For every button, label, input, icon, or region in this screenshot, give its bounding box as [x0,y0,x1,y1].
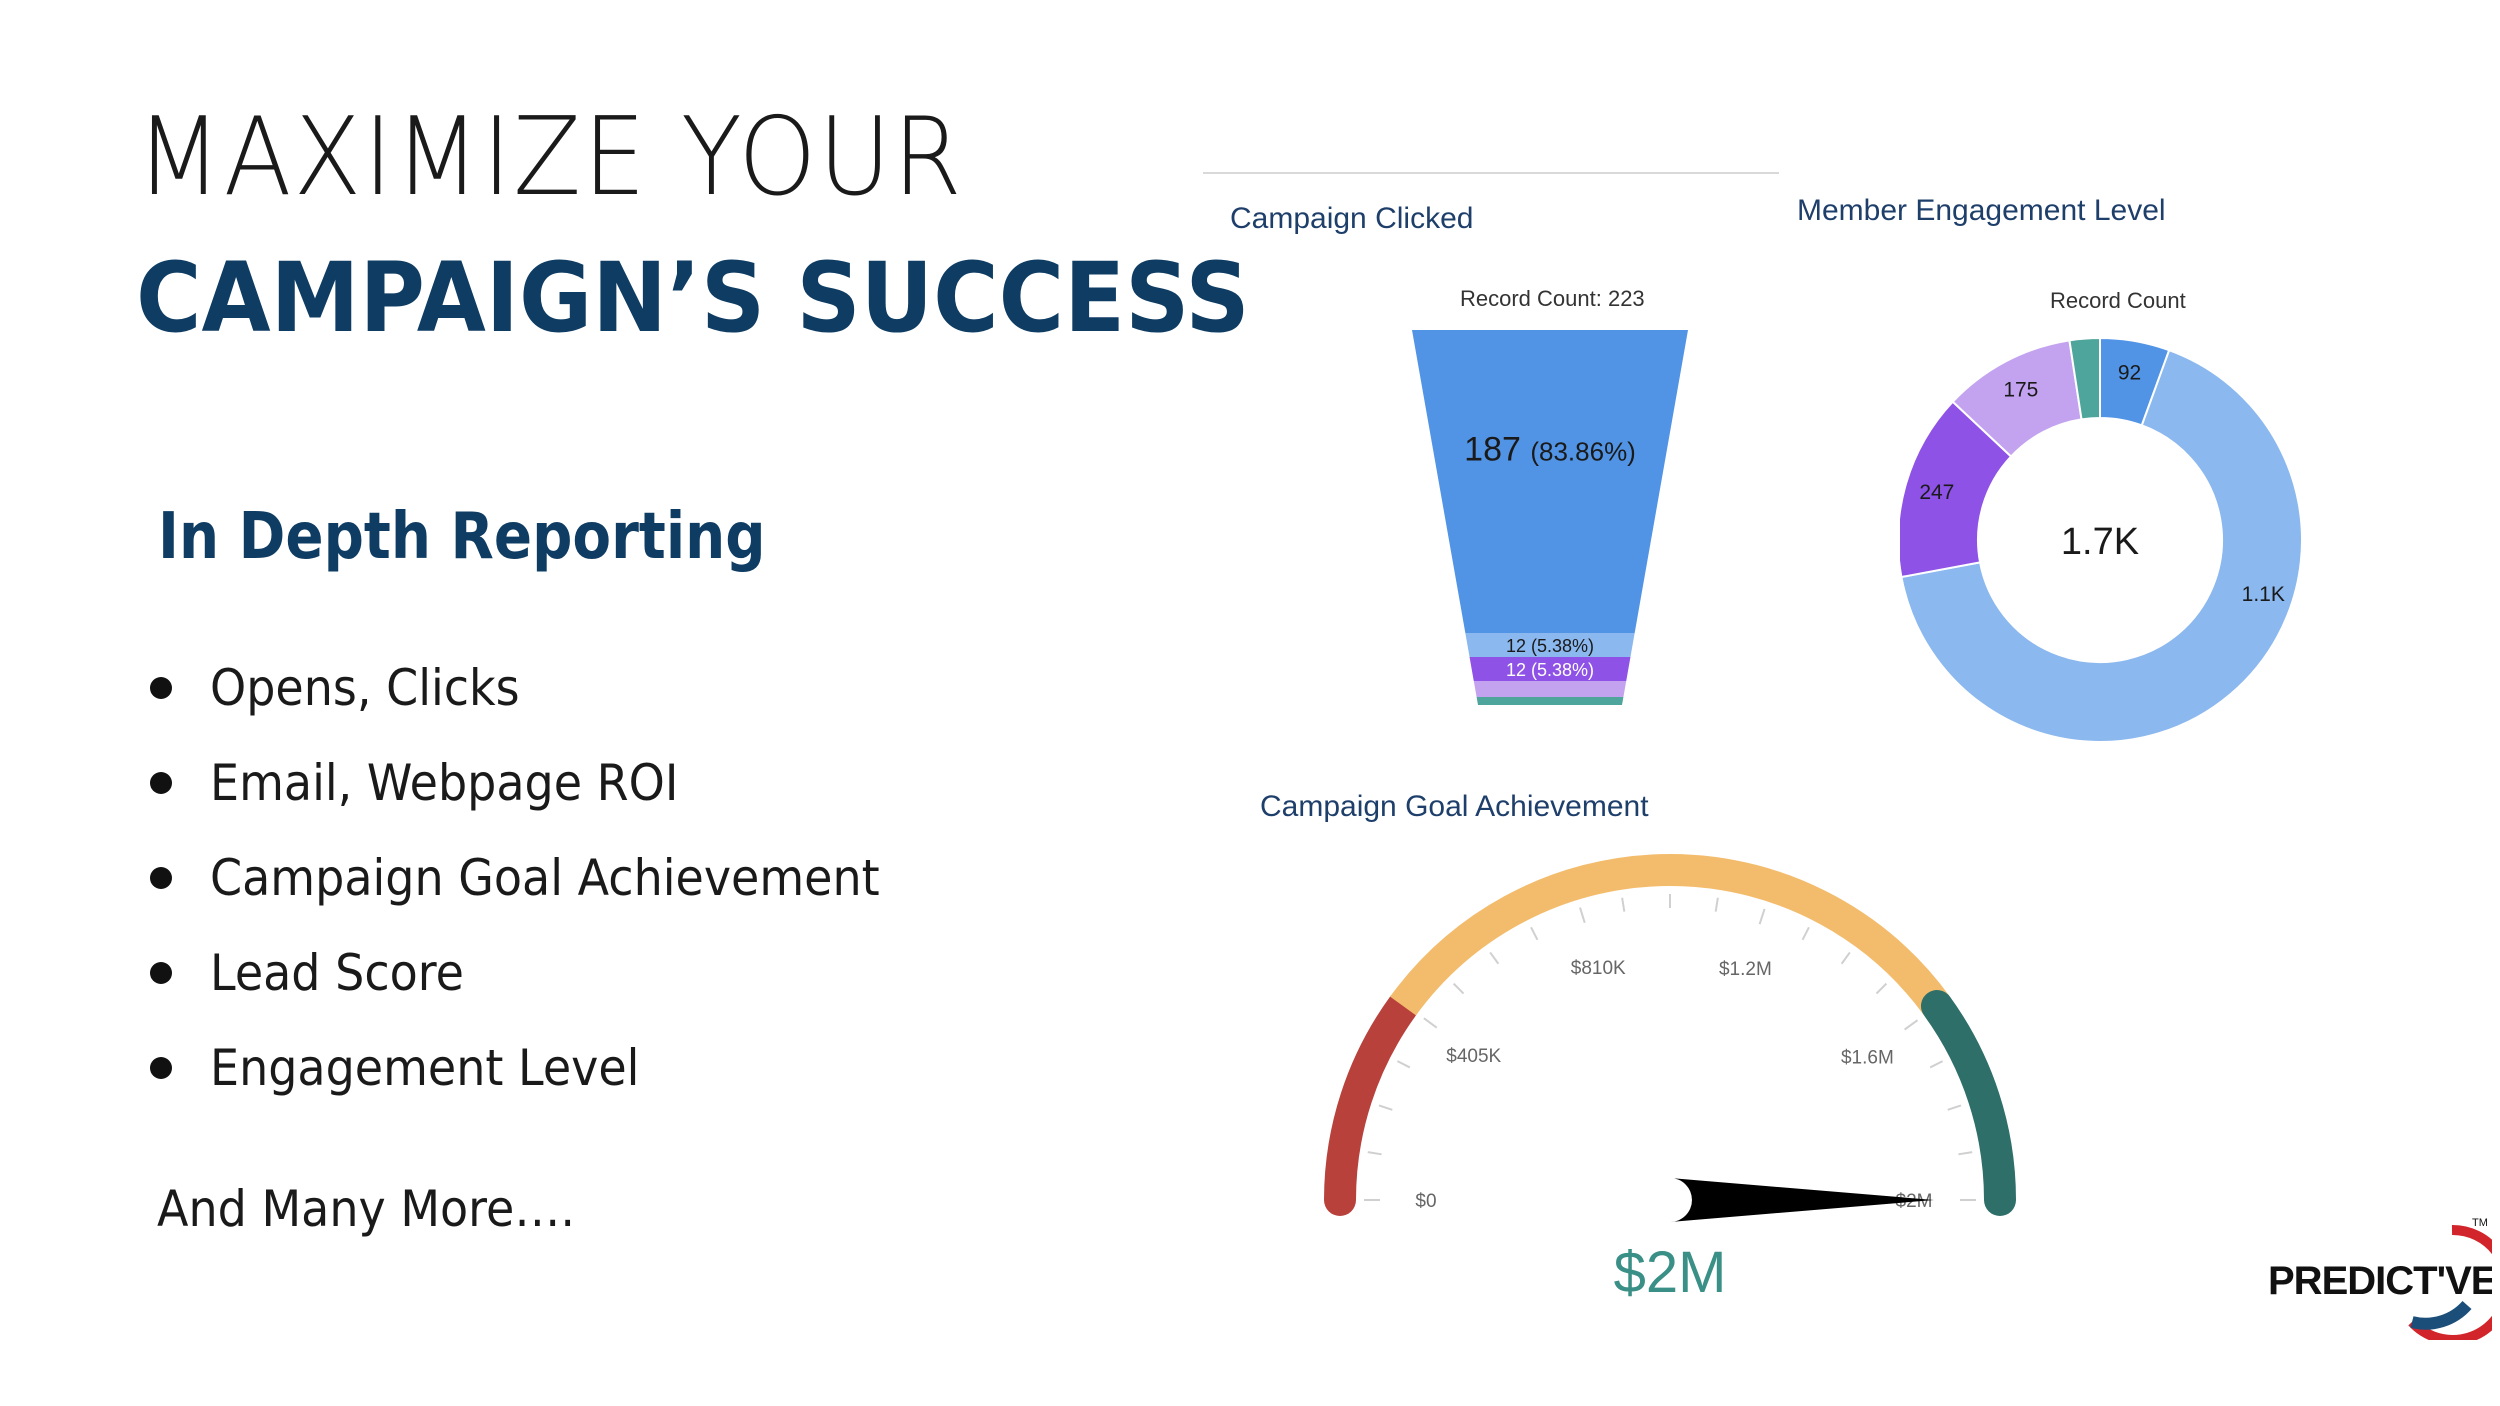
funnel-title: Campaign Clicked [1230,202,1474,235]
funnel-segment [1469,657,1631,681]
donut-chart: 92 1.1K 247 175 1.7K [1900,336,2303,743]
section-title: In Depth Reporting [158,500,766,574]
donut-subtitle: Record Count [2050,288,2186,313]
gauge-tick [1621,897,1626,912]
gauge-tick [1396,1060,1411,1069]
gauge-tick [1378,1104,1393,1111]
headline-line2: CAMPAIGN’S SUCCESS [136,242,1250,354]
gauge-tick [1489,951,1500,965]
gauge-tick [1530,926,1539,941]
gauge-band [1390,854,1950,1016]
gauge-major-tick [1904,1019,1919,1031]
gauge-tick [1714,897,1719,912]
logo-text: PREDICT'VE [2268,1259,2492,1303]
donut-title: Member Engagement Level [1797,194,2166,227]
funnel-segment [1473,681,1627,697]
logo-tm: TM [2472,1217,2488,1229]
list-item: Campaign Goal Achievement [150,830,938,925]
gauge-tick-label: $1.2M [1719,959,1772,980]
logo-swoosh-red [2408,1224,2492,1340]
gauge-tick [1840,951,1851,965]
gauge-tick [1875,982,1888,995]
bullet-icon [150,961,172,984]
funnel-chart: 187 (83.86%) 12 (5.38%) 12 (5.38%) [1412,330,1688,705]
funnel-segment [1412,330,1688,633]
headline-line1: MAXIMIZE YOUR [136,95,964,220]
bullet-icon [150,1056,172,1079]
donut-slice [2068,336,2101,421]
list-item: Opens, Clicks [150,640,938,735]
gauge-value-label: $2M [1614,1240,1727,1305]
gauge-tick-label: $0 [1415,1191,1436,1212]
gauge-tick-label: $405K [1446,1046,1501,1067]
gauge-chart: $0$405K$810K$1.2M$1.6M$2M$2M [1324,854,2016,1305]
gauge-major-tick [1579,907,1586,924]
donut-slice-label: 247 [1919,481,1954,504]
gauge-title: Campaign Goal Achievement [1260,790,1649,823]
logo-swoosh-navy [2410,1300,2472,1330]
gauge-tick [1367,1151,1382,1156]
funnel-segment [1476,697,1624,705]
list-item: Engagement Level [150,1020,938,1115]
funnel-segment-label: 187 (83.86%) [1464,430,1636,468]
donut-slice-label: 92 [2118,362,2141,385]
gauge-tick [1801,926,1810,941]
bullet-icon [150,771,172,794]
funnel-subtitle: Record Count: 223 [1460,286,1645,311]
gauge-tick [1947,1104,1962,1111]
gauge-tick-label: $810K [1571,958,1626,979]
gauge-tick [1452,982,1465,995]
feature-list: Opens, Clicks Email, Webpage ROI Campaig… [150,640,938,1115]
footer-note: And Many More…. [157,1180,575,1238]
donut-slice [1900,348,2303,743]
gauge-major-tick [1758,908,1766,925]
funnel-segment [1465,633,1635,657]
bullet-icon [150,866,172,889]
gauge-tick [1958,1151,1973,1156]
list-item: Lead Score [150,925,938,1020]
predictive-logo: PREDICT'VE TM [2268,1217,2492,1340]
funnel-segment-label: 12 (5.38%) [1506,636,1594,656]
gauge-tick [1929,1060,1944,1069]
donut-center-label: 1.7K [2061,521,2139,563]
funnel-segment-label: 12 (5.38%) [1506,660,1594,680]
gauge-band [1324,990,1420,1216]
gauge-major-tick [1423,1017,1438,1029]
gauge-tick-label: $1.6M [1841,1048,1894,1069]
donut-slice-label: 175 [2003,379,2038,402]
donut-slice-label: 1.1K [2242,583,2285,606]
gauge-band [1920,990,2016,1216]
bullet-icon [150,676,172,699]
divider [1203,172,1779,174]
gauge-needle [1670,1178,1934,1222]
list-item: Email, Webpage ROI [150,735,938,830]
